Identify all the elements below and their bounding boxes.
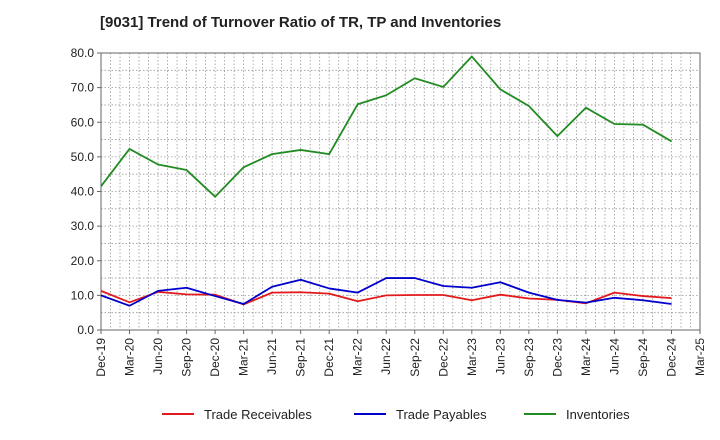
legend: Trade Receivables Trade Payables Inventori… <box>162 407 630 422</box>
x-tick-label: Dec-22 <box>436 338 450 377</box>
x-tick-label: Dec-24 <box>664 338 678 377</box>
x-tick-label: Jun-24 <box>607 338 621 375</box>
x-tick-label: Jun-23 <box>493 338 507 375</box>
y-tick-label: 30.0 <box>71 219 95 233</box>
x-tick-label: Mar-22 <box>351 338 365 376</box>
series-lines <box>100 55 672 307</box>
x-tick-label: Jun-22 <box>379 338 393 375</box>
x-tick-label: Mar-24 <box>579 338 593 376</box>
y-tick-label: 70.0 <box>71 81 95 95</box>
chart-title: [9031] Trend of Turnover Ratio of TR, TP… <box>100 14 502 31</box>
x-tick-label: Dec-20 <box>208 338 222 377</box>
x-tick-label: Mar-20 <box>123 338 137 376</box>
x-tick-label: Sep-20 <box>180 338 194 377</box>
x-tick-label: Sep-23 <box>522 338 536 377</box>
y-tick-label: 10.0 <box>71 288 95 302</box>
x-tick-label: Sep-21 <box>294 338 308 377</box>
axes: 0.0 10.0 20.0 30.0 40.0 50.0 60.0 70.0 80.0 Dec-1… <box>71 46 707 377</box>
x-tick-label: Mar-23 <box>465 338 479 376</box>
legend-label: Trade Payables <box>396 407 487 422</box>
y-tick-label: 0.0 <box>77 323 94 337</box>
series-line <box>100 55 672 198</box>
x-tick-label: Jun-21 <box>265 338 279 375</box>
x-tick-label: Sep-22 <box>408 338 422 377</box>
legend-label: Trade Receivables <box>204 407 312 422</box>
x-tick-label: Dec-19 <box>94 338 108 377</box>
y-tick-label: 40.0 <box>71 185 95 199</box>
x-tick-label: Mar-21 <box>237 338 251 376</box>
x-tick-label: Sep-24 <box>636 338 650 377</box>
legend-label: Inventories <box>566 407 630 422</box>
y-tick-label: 80.0 <box>71 46 95 60</box>
x-tick-label: Dec-23 <box>550 338 564 377</box>
y-tick-label: 20.0 <box>71 254 95 268</box>
y-tick-label: 60.0 <box>71 115 95 129</box>
x-tick-label: Mar-25 <box>693 338 707 376</box>
series-line <box>100 277 672 307</box>
y-tick-label: 50.0 <box>71 150 95 164</box>
x-tick-label: Dec-21 <box>322 338 336 377</box>
x-tick-label: Jun-20 <box>151 338 165 375</box>
